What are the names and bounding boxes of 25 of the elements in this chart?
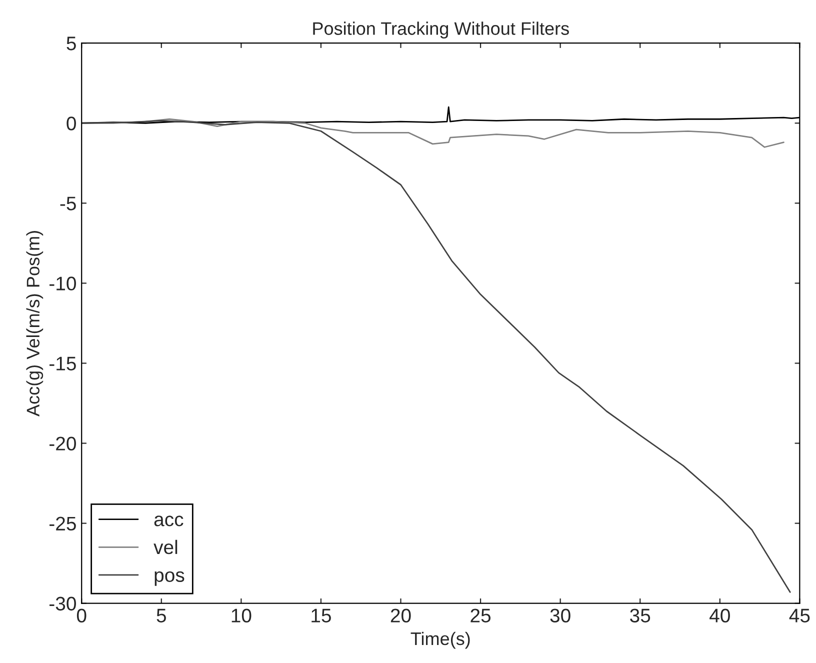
legend-label: vel bbox=[154, 540, 178, 554]
x-tick-label: 10 bbox=[232, 608, 252, 622]
legend-label: acc bbox=[154, 516, 184, 526]
y-tick-label: -25 bbox=[50, 516, 76, 531]
x-tick-label: 40 bbox=[710, 608, 730, 622]
chart-title: Position Tracking Without Filters bbox=[313, 22, 569, 39]
x-tick-label: 30 bbox=[550, 608, 570, 622]
x-axis-title: Time(s) bbox=[410, 632, 470, 649]
x-tick-label: 0 bbox=[76, 608, 86, 622]
x-tick-label: 15 bbox=[312, 608, 331, 622]
x-tick-label: 5 bbox=[156, 608, 166, 622]
x-tick-label: 45 bbox=[789, 608, 810, 622]
y-tick-label: -15 bbox=[50, 356, 76, 370]
y-tick-label: 5 bbox=[66, 36, 76, 50]
x-tick-label: 20 bbox=[390, 608, 411, 622]
legend-label: pos bbox=[154, 571, 184, 586]
y-tick-label: -20 bbox=[50, 436, 76, 450]
line-series bbox=[82, 120, 791, 593]
y-tick-label: -5 bbox=[60, 196, 76, 210]
y-tick-label: 0 bbox=[66, 116, 76, 130]
y-tick-label: -30 bbox=[50, 596, 76, 611]
y-tick-label: -10 bbox=[50, 276, 76, 290]
x-tick-label: 35 bbox=[630, 608, 650, 622]
y-axis-title: Acc(g) Vel(m/s) Pos(m) bbox=[26, 231, 44, 416]
x-tick-label: 25 bbox=[470, 608, 491, 622]
